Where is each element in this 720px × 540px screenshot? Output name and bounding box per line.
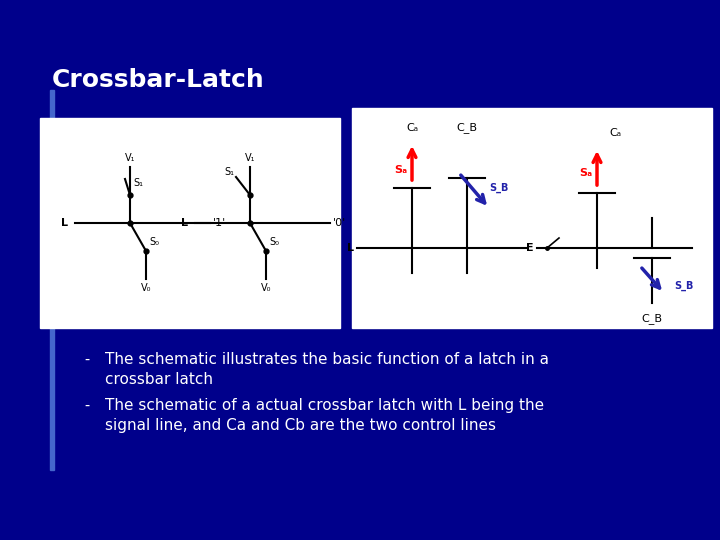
Text: signal line, and Ca and Cb are the two control lines: signal line, and Ca and Cb are the two c… xyxy=(105,418,496,433)
Text: Sₐ: Sₐ xyxy=(394,165,407,175)
Text: S₁: S₁ xyxy=(133,178,143,188)
Text: '1': '1' xyxy=(213,218,226,228)
Text: V₁: V₁ xyxy=(125,153,135,163)
Text: S₁: S₁ xyxy=(224,167,234,177)
Text: S₀: S₀ xyxy=(269,237,279,247)
Text: -: - xyxy=(82,398,91,413)
Text: C_B: C_B xyxy=(456,122,477,133)
Text: Cₐ: Cₐ xyxy=(406,123,418,133)
Text: Crossbar-Latch: Crossbar-Latch xyxy=(52,68,265,92)
Text: C_B: C_B xyxy=(642,313,662,324)
Text: Sₐ: Sₐ xyxy=(579,168,592,178)
Bar xyxy=(50,90,54,470)
Bar xyxy=(40,118,340,328)
Text: L: L xyxy=(181,218,188,228)
Text: E: E xyxy=(526,243,534,253)
Text: L: L xyxy=(347,243,354,253)
Text: crossbar latch: crossbar latch xyxy=(105,372,213,387)
Text: Cₐ: Cₐ xyxy=(609,128,621,138)
Text: The schematic illustrates the basic function of a latch in a: The schematic illustrates the basic func… xyxy=(105,352,549,367)
Text: The schematic of a actual crossbar latch with L being the: The schematic of a actual crossbar latch… xyxy=(105,398,544,413)
Text: V₁: V₁ xyxy=(245,153,256,163)
Text: -: - xyxy=(82,352,91,367)
Text: V₀: V₀ xyxy=(140,283,151,293)
Bar xyxy=(352,108,712,328)
Text: S₀: S₀ xyxy=(149,237,159,247)
Text: '0': '0' xyxy=(333,218,346,228)
Text: V₀: V₀ xyxy=(261,283,271,293)
Text: L: L xyxy=(61,218,68,228)
Text: S_B: S_B xyxy=(674,281,693,291)
Text: S_B: S_B xyxy=(489,183,508,193)
